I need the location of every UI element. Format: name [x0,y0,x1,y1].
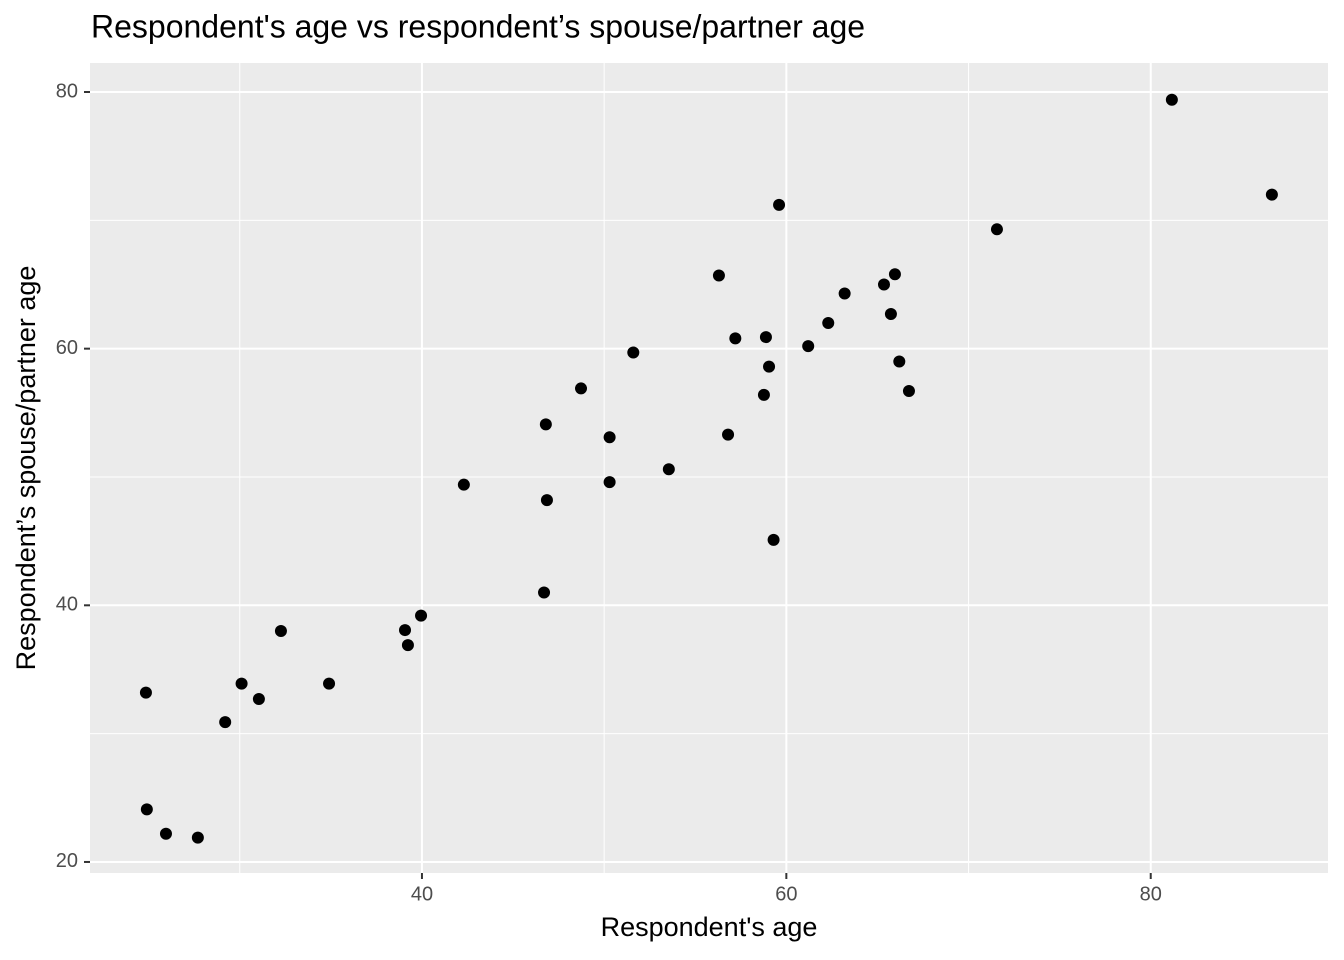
point [1165,93,1178,106]
point [538,586,551,599]
plot-panel [90,63,1328,873]
x-tick-label: 40 [411,883,433,905]
point [603,476,616,489]
point [235,677,248,690]
point [767,533,780,546]
point [902,385,915,398]
point [575,382,588,395]
point [759,331,772,344]
y-tick-label: 80 [56,80,78,102]
y-tick-label: 60 [56,337,78,359]
x-tick-label: 60 [775,883,797,905]
point [627,346,640,359]
point [884,308,897,321]
point [877,278,890,291]
point [539,418,552,431]
point [662,463,675,476]
y-axis-title: Respondent’s spouse/partner age [11,266,41,671]
point [159,827,172,840]
point [1265,188,1278,201]
chart-title: Respondent's age vs respondent’s spouse/… [91,8,865,44]
point [399,624,412,637]
point [893,355,906,368]
point [603,431,616,444]
point [457,478,470,491]
point [773,198,786,211]
point [802,340,815,353]
point [191,831,204,844]
point [722,428,735,441]
point [401,639,414,652]
point [415,609,428,622]
x-tick-label: 80 [1140,883,1162,905]
point [757,388,770,401]
point [712,269,725,282]
x-axis-title: Respondent's age [601,912,818,942]
point [274,624,287,637]
point [139,686,152,699]
point [219,716,232,729]
point [822,316,835,329]
point [888,268,901,281]
point [252,692,265,705]
point [323,677,336,690]
point [540,494,553,507]
point [838,287,851,300]
y-tick-label: 40 [56,594,78,616]
point [763,360,776,373]
point [729,332,742,345]
point [140,803,153,816]
point [990,223,1003,236]
y-tick-label: 20 [56,850,78,872]
